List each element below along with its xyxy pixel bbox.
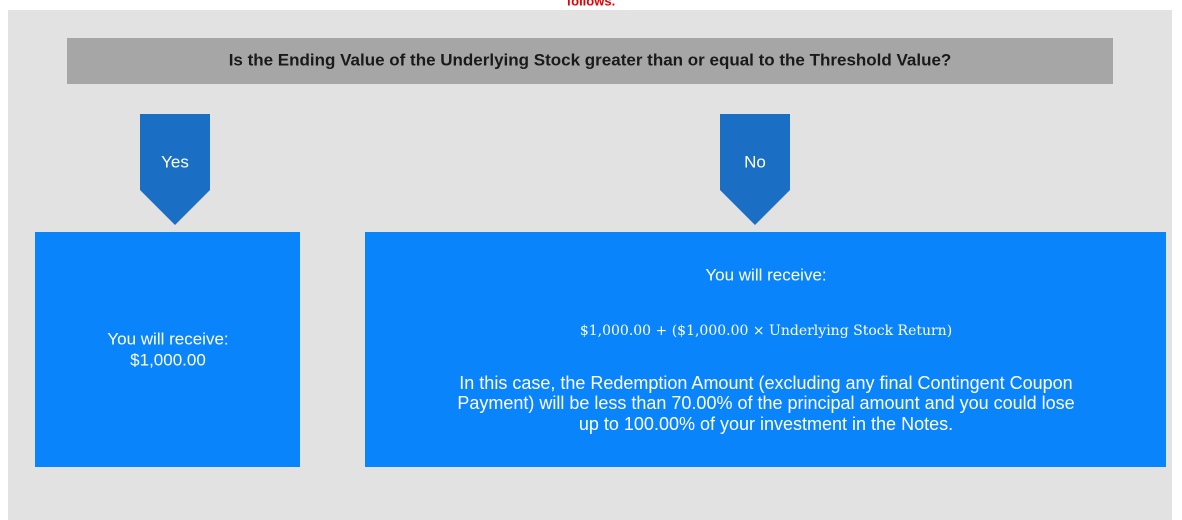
question: Is the Ending Value of the Underlying St…	[229, 50, 952, 69]
question-banner	[67, 38, 1113, 84]
yes-label: Yes	[161, 152, 189, 171]
yes-outcome-line: You will receive:	[107, 329, 228, 348]
no-arrow	[720, 114, 790, 225]
note: follows.	[567, 0, 615, 8]
no-outcome-line: In this case, the Redemption Amount (exc…	[459, 373, 1072, 393]
formula: $1,000.00 + ($1,000.00 × Underlying Stoc…	[580, 323, 952, 339]
no-outcome-title: You will receive:	[705, 265, 826, 284]
no-outcome-line: up to 100.00% of your investment in the …	[579, 414, 953, 434]
yes-arrow	[140, 114, 210, 225]
no-label: No	[744, 152, 766, 171]
no-outcome-box	[365, 232, 1166, 467]
no-outcome-line: Payment) will be less than 70.00% of the…	[457, 393, 1074, 413]
yes-outcome-box	[35, 232, 300, 467]
yes-outcome-line: $1,000.00	[130, 350, 206, 369]
